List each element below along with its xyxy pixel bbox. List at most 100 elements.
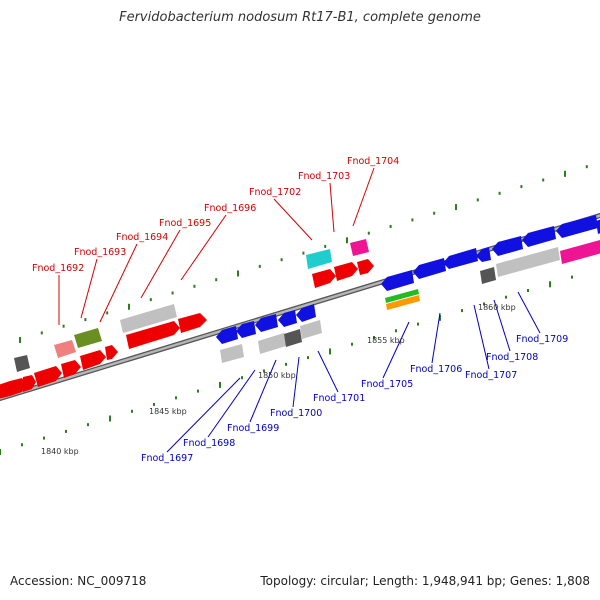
gene-label: Fnod_1709 [516,334,568,345]
scale-tick [373,336,375,339]
leader-line [317,350,339,393]
gene-feature [278,310,297,327]
genome-summary-text: Topology: circular; Length: 1,948,941 bp… [260,574,590,588]
gene-feature [476,247,491,262]
scale-tick [476,198,479,202]
scale-tick [62,324,65,328]
scale-tick [65,429,67,433]
gene-label: Fnod_1706 [410,364,462,375]
forward-features [0,239,374,399]
gene-feature [522,226,556,247]
gene-feature [284,329,302,347]
leader-line [382,321,410,379]
scale-tick [40,331,43,335]
scale-tick [461,309,463,313]
scale-label: 1850 kbp [258,371,296,380]
scale-tick [43,436,45,440]
scale-tick [263,369,265,373]
gene-feature [120,304,177,333]
gene-feature [296,304,316,322]
scale-tick [329,348,331,355]
scale-tick [19,337,21,343]
scale-tick [351,342,353,346]
gene-feature [350,239,369,256]
scale-tick [367,231,370,235]
gene-feature [258,333,286,354]
scale-tick [280,258,283,262]
leader-line [273,198,313,241]
scale-tick [324,244,327,248]
gene-feature [105,345,118,360]
gene-feature [236,321,256,338]
leader-line [249,359,277,423]
leader-line [80,258,98,319]
scale-label: 1860 kbp [478,303,516,312]
scale-tick [193,284,196,288]
scale-tick [128,303,130,310]
gene-feature [306,249,332,269]
scale-label: 1855 kbp [367,336,405,345]
scale-tick [307,356,309,360]
scale-tick [241,376,243,380]
scale-tick [542,178,545,182]
gene-feature [492,236,523,256]
scale-tick [433,211,436,215]
scale-tick [346,237,348,244]
scale-tick [87,423,89,427]
gene-feature [312,269,336,288]
gene-label: Fnod_1704 [347,156,399,167]
leader-line [431,312,441,364]
scale-tick [175,396,177,400]
scale-tick [302,251,305,255]
gene-label: Fnod_1705 [361,379,413,390]
gene-label: Fnod_1696 [204,203,256,214]
gene-feature [386,295,420,310]
gene-label: Fnod_1694 [116,232,168,243]
gene-feature [381,270,414,291]
gene-feature [413,258,446,279]
leader-line [166,377,241,453]
scale-tick [153,403,155,406]
leader-line [140,229,181,299]
scale-tick [571,275,573,279]
scale-tick [0,449,1,455]
reverse-features [216,215,600,363]
scale-tick [21,443,23,447]
gene-feature [556,215,598,238]
gene-feature [357,259,374,275]
leader-line [207,369,256,438]
scale-tick [483,302,485,306]
scale-tick [106,311,109,315]
scale-tick [395,329,397,333]
leader-line [292,356,300,408]
scale-tick [197,389,199,393]
scale-tick [455,204,457,211]
gene-label: Fnod_1703 [298,171,350,182]
gene-labels: Fnod_1692 Fnod_1693 Fnod_1694 Fnod_1695 … [32,156,568,464]
label-leader-lines [58,167,541,453]
scale-tick [258,264,261,268]
accession-text: Accession: NC_009718 [10,574,147,588]
gene-feature [126,321,180,349]
leader-line [517,291,541,334]
gene-label: Fnod_1701 [313,393,365,404]
gene-label: Fnod_1695 [159,218,211,229]
scale-tick [171,291,174,295]
leader-line [352,167,375,227]
scale-tick [84,318,87,322]
gene-label: Fnod_1708 [486,352,538,363]
scale-labels: 1840 kbp 1845 kbp 1850 kbp 1855 kbp 1860… [41,303,516,456]
gene-label: Fnod_1692 [32,263,84,274]
scale-tick [285,362,287,366]
scale-tick [219,381,221,388]
gene-label: Fnod_1693 [74,247,126,258]
gene-feature [0,381,10,399]
scale-tick [585,165,588,169]
gene-feature [14,355,30,372]
gene-feature [61,360,81,378]
scale-label: 1845 kbp [149,407,187,416]
scale-tick [411,218,414,222]
map-title: Fervidobacterium nodosum Rt17-B1, comple… [119,10,481,25]
gene-feature [216,326,238,344]
